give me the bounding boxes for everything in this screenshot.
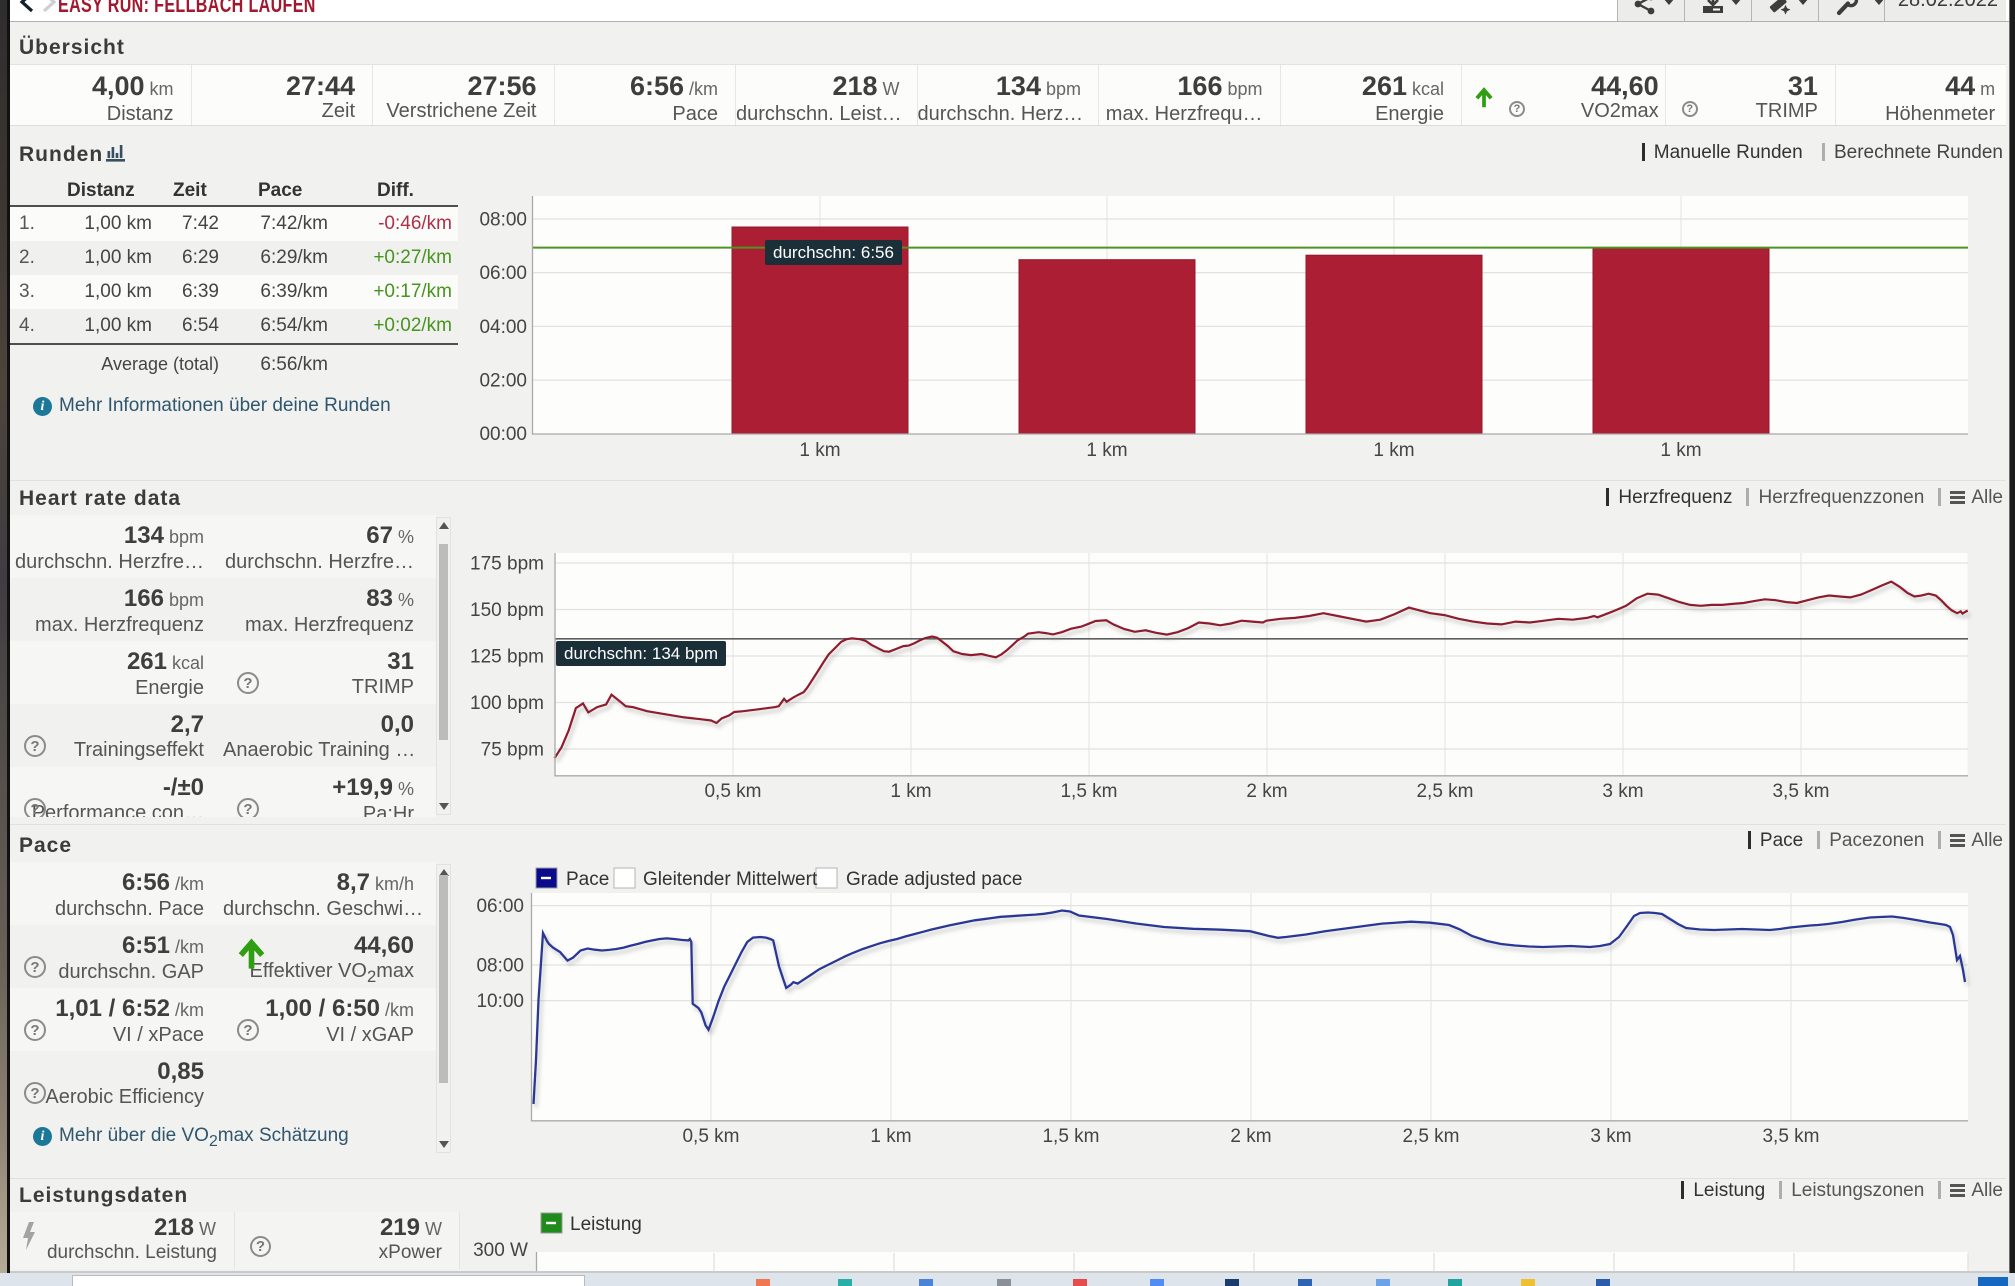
- svg-text:1 km: 1 km: [799, 440, 840, 461]
- svg-text:150 bpm: 150 bpm: [470, 600, 544, 621]
- svg-text:0,5 km: 0,5 km: [704, 781, 761, 802]
- svg-text:125 bpm: 125 bpm: [470, 647, 544, 668]
- svg-text:06:00: 06:00: [476, 896, 524, 917]
- svg-text:Gleitender Mittelwert: Gleitender Mittelwert: [643, 869, 818, 890]
- svg-text:00:00: 00:00: [479, 424, 527, 445]
- svg-text:3,5 km: 3,5 km: [1762, 1126, 1819, 1147]
- svg-text:1 km: 1 km: [870, 1126, 911, 1147]
- svg-text:0,5 km: 0,5 km: [682, 1126, 739, 1147]
- svg-text:75 bpm: 75 bpm: [481, 740, 544, 761]
- svg-text:2,5 km: 2,5 km: [1416, 781, 1473, 802]
- svg-text:08:00: 08:00: [476, 956, 524, 977]
- svg-text:06:00: 06:00: [479, 263, 527, 284]
- svg-text:Leistung: Leistung: [570, 1214, 642, 1235]
- svg-text:100 bpm: 100 bpm: [470, 693, 544, 714]
- svg-text:08:00: 08:00: [479, 210, 527, 231]
- svg-text:2 km: 2 km: [1230, 1126, 1271, 1147]
- svg-text:1,5 km: 1,5 km: [1060, 781, 1117, 802]
- svg-text:3 km: 3 km: [1602, 781, 1643, 802]
- svg-text:300 W: 300 W: [473, 1240, 528, 1261]
- svg-text:1 km: 1 km: [1373, 440, 1414, 461]
- svg-text:10:00: 10:00: [476, 991, 524, 1012]
- svg-text:1 km: 1 km: [1086, 440, 1127, 461]
- svg-text:1 km: 1 km: [890, 781, 931, 802]
- svg-text:3 km: 3 km: [1590, 1126, 1631, 1147]
- svg-text:2 km: 2 km: [1246, 781, 1287, 802]
- svg-text:02:00: 02:00: [479, 371, 527, 392]
- svg-text:175 bpm: 175 bpm: [470, 554, 544, 575]
- svg-text:1,5 km: 1,5 km: [1042, 1126, 1099, 1147]
- svg-text:04:00: 04:00: [479, 317, 527, 338]
- svg-text:3,5 km: 3,5 km: [1772, 781, 1829, 802]
- svg-text:1 km: 1 km: [1660, 440, 1701, 461]
- svg-text:Grade adjusted pace: Grade adjusted pace: [846, 869, 1022, 890]
- svg-text:Pace: Pace: [566, 869, 609, 890]
- svg-text:2,5 km: 2,5 km: [1402, 1126, 1459, 1147]
